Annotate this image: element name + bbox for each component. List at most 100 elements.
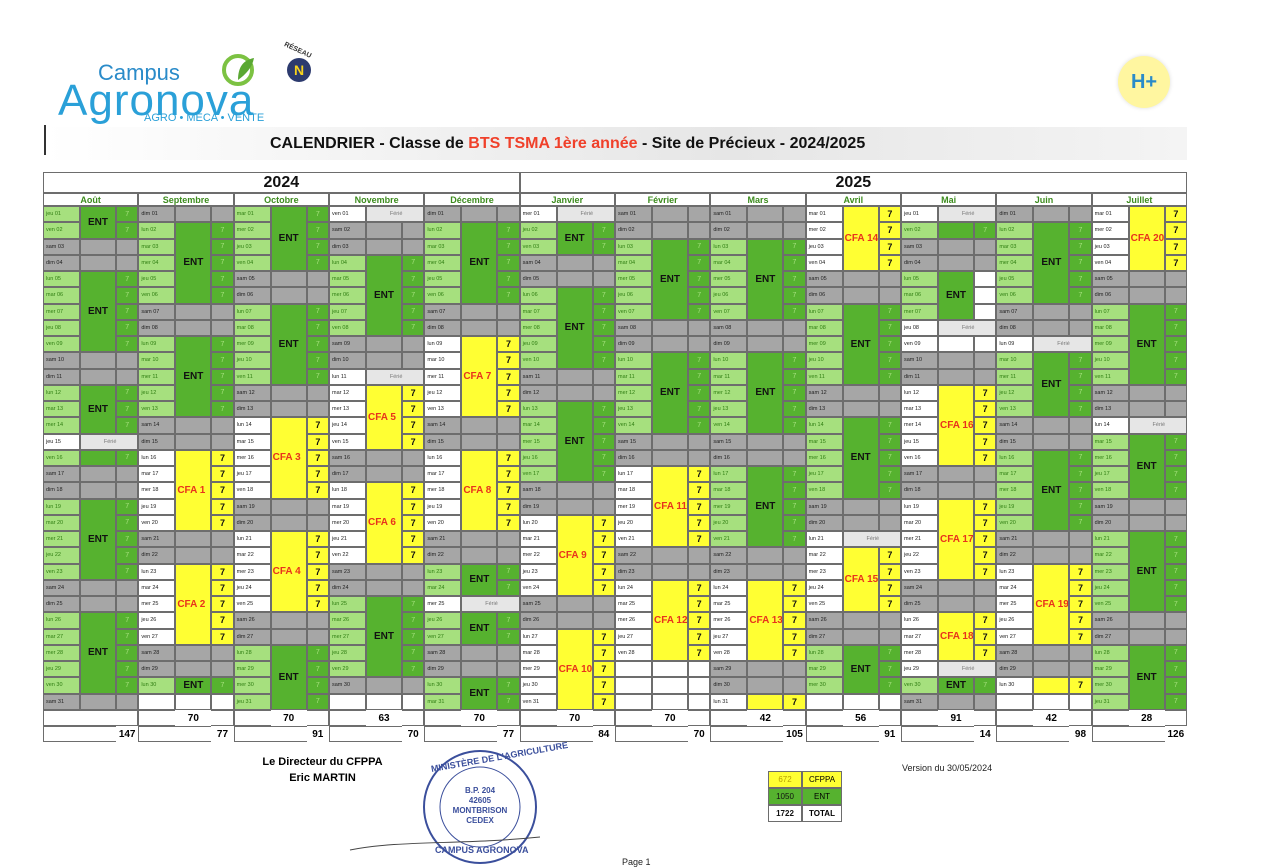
day-slot (80, 254, 116, 271)
hours: 7 (688, 352, 711, 369)
hours: 7 (497, 287, 520, 304)
day-hours (1069, 303, 1092, 320)
hours: 7 (1069, 238, 1092, 255)
hours: 7 (1164, 693, 1187, 710)
holiday: Férié (938, 661, 997, 678)
hours: 7 (402, 596, 425, 613)
day-label: sam 18 (519, 482, 557, 499)
day-label: lun 09 (996, 336, 1034, 353)
day-label: sam 12 (805, 384, 843, 401)
hours: 7 (783, 303, 806, 320)
ent-block: ENT (1128, 303, 1165, 385)
day-slot (938, 336, 974, 353)
hours: 7 (1164, 303, 1187, 320)
day-slot (842, 401, 879, 418)
day-label: dim 20 (805, 514, 843, 531)
day-hours (211, 644, 234, 661)
ent-day: lun 07 (805, 303, 843, 320)
ent-day: lun 05 (901, 271, 938, 288)
hours: 7 (592, 661, 615, 678)
day-label: lun 14 (233, 417, 271, 434)
hours: 7 (688, 498, 711, 515)
hours: 7 (306, 547, 329, 564)
day-hours (688, 693, 711, 710)
day-label: mer 18 (424, 482, 462, 499)
hours: 7 (116, 222, 139, 239)
day-label: sam 24 (901, 579, 938, 596)
hours: 7 (878, 547, 901, 564)
hours: 7 (497, 384, 520, 401)
hours: 7 (592, 352, 615, 369)
day-label: sam 15 (615, 433, 652, 450)
hours: 7 (1164, 466, 1187, 483)
hours: 7 (116, 563, 139, 580)
day-hours (402, 336, 425, 353)
cfa-block: CFA 7 (461, 336, 498, 418)
day-label: mer 26 (615, 612, 652, 629)
day-slot (1033, 644, 1070, 661)
day-hours (688, 449, 711, 466)
ent-day: lun 19 (43, 498, 80, 515)
day-label: jeu 30 (519, 677, 557, 694)
day-label: mar 12 (329, 384, 366, 401)
total-cfa: 70 (652, 710, 688, 726)
ent-day: jeu 13 (710, 401, 748, 418)
month-header: Mai (901, 193, 997, 206)
hours: 7 (306, 677, 329, 694)
partner-logo: H+ (1118, 56, 1170, 108)
ent-block: ENT (556, 222, 593, 255)
day-slot (747, 222, 784, 239)
hours: 7 (783, 514, 806, 531)
day-label: dim 08 (138, 319, 176, 336)
day-hours (1069, 547, 1092, 564)
hours: 7 (1164, 336, 1187, 353)
day-label: mer 01 (519, 206, 557, 223)
ent-block: ENT (842, 303, 879, 385)
day-label: dim 12 (519, 384, 557, 401)
day-label: jeu 23 (519, 563, 557, 580)
hours: 7 (878, 417, 901, 434)
hours: 7 (116, 677, 139, 694)
day-label: dim 04 (901, 254, 938, 271)
ent-day: lun 02 (996, 222, 1034, 239)
day-hours (592, 271, 615, 288)
day-label: dim 16 (710, 449, 748, 466)
ent-day: jeu 31 (233, 693, 271, 710)
hours: 7 (688, 417, 711, 434)
day-label: dim 13 (1091, 401, 1129, 418)
day-hours (116, 368, 139, 385)
hours: 7 (402, 433, 425, 450)
day-label: dim 27 (805, 628, 843, 645)
day-slot (652, 677, 688, 694)
day-slot (80, 596, 116, 613)
total-ent: 84 (592, 726, 615, 742)
month-header: Octobre (233, 193, 329, 206)
day-hours (592, 498, 615, 515)
title-main: CALENDRIER (270, 135, 375, 152)
day-hours (688, 563, 711, 580)
day-label: ven 28 (615, 644, 652, 661)
day-hours (402, 677, 425, 694)
ent-block: ENT (1033, 449, 1070, 531)
day-slot (938, 466, 974, 483)
reseau-logo: N (287, 58, 311, 82)
day-label: ven 28 (710, 644, 748, 661)
ent-day: ven 06 (424, 287, 462, 304)
day-hours (497, 206, 520, 223)
signature-name: Eric MARTIN (289, 772, 356, 784)
hours: 7 (402, 401, 425, 418)
day-label: jeu 22 (901, 547, 938, 564)
month-header: Juillet (1091, 193, 1187, 206)
hours: 7 (497, 449, 520, 466)
day-hours (974, 254, 997, 271)
day-label: mer 25 (424, 596, 462, 613)
title-rule (44, 125, 46, 155)
day-slot (80, 352, 116, 369)
day-label: dim 15 (424, 433, 462, 450)
day-hours (783, 319, 806, 336)
holiday: Férié (938, 319, 997, 336)
day-hours (402, 449, 425, 466)
total-cfa: 70 (556, 710, 593, 726)
total-cfa: 63 (366, 710, 402, 726)
ent-day: lun 12 (43, 384, 80, 401)
